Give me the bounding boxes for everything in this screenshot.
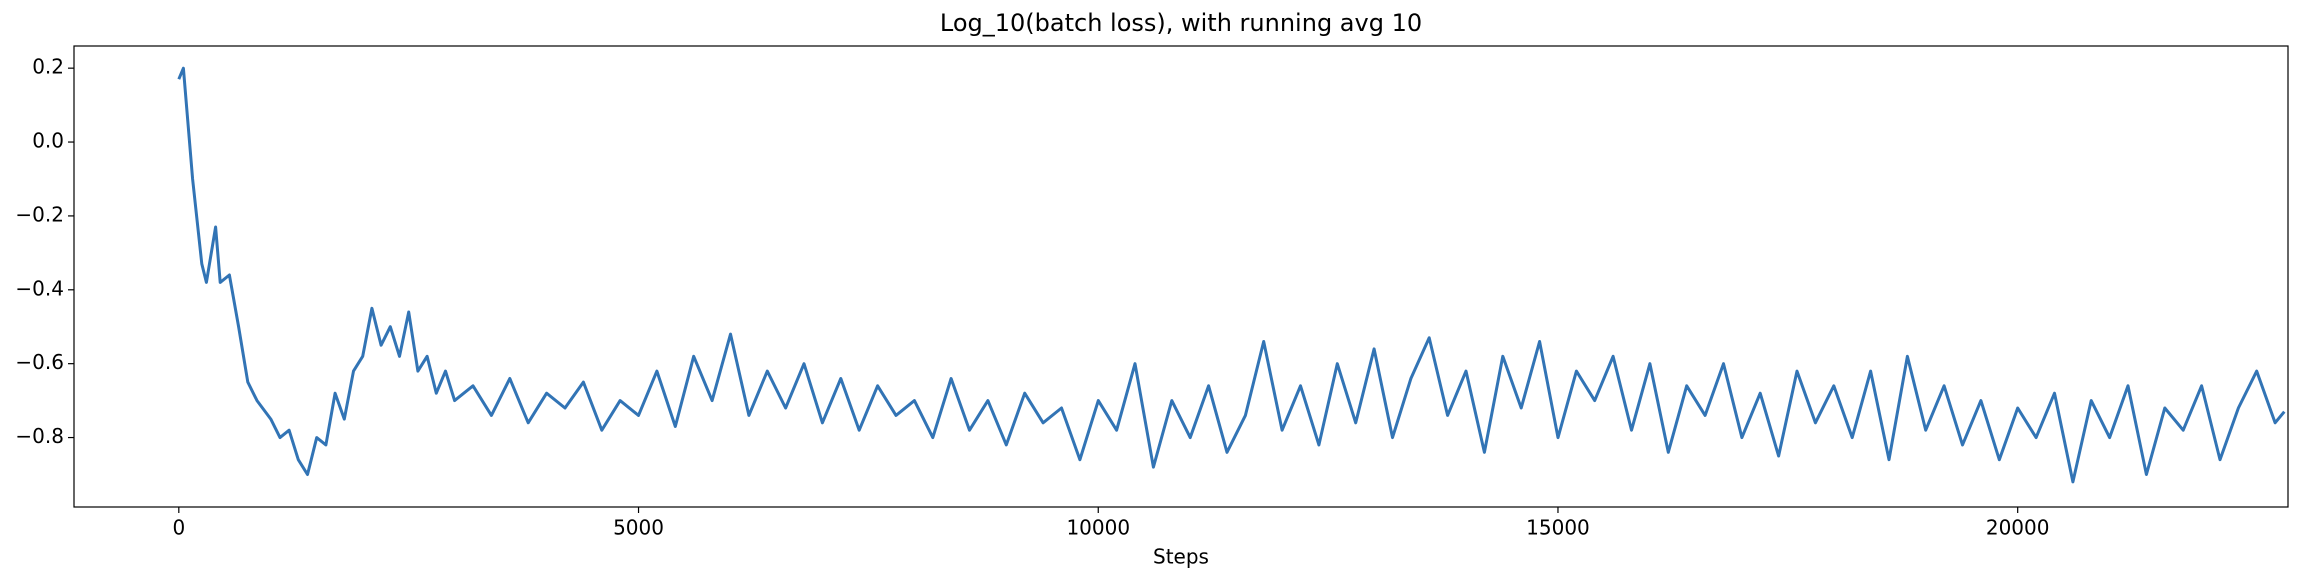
- y-tick-label: −0.4: [15, 276, 64, 300]
- x-tick-label: 5000: [613, 516, 664, 540]
- x-tick-label: 0: [172, 516, 185, 540]
- y-tick-label: −0.6: [15, 350, 64, 374]
- y-tick-label: −0.2: [15, 202, 64, 226]
- x-tick-label: 20000: [1986, 516, 2050, 540]
- y-tick-label: 0.0: [32, 129, 64, 153]
- y-tick-label: 0.2: [32, 55, 64, 79]
- x-axis-label: Steps: [1153, 545, 1209, 569]
- chart-title: Log_10(batch loss), with running avg 10: [940, 9, 1422, 37]
- x-tick-label: 15000: [1526, 516, 1590, 540]
- plot-frame: [73, 45, 2289, 508]
- y-tick-label: −0.8: [15, 424, 64, 448]
- data-line: [177, 66, 2286, 484]
- x-tick-label: 10000: [1066, 516, 1130, 540]
